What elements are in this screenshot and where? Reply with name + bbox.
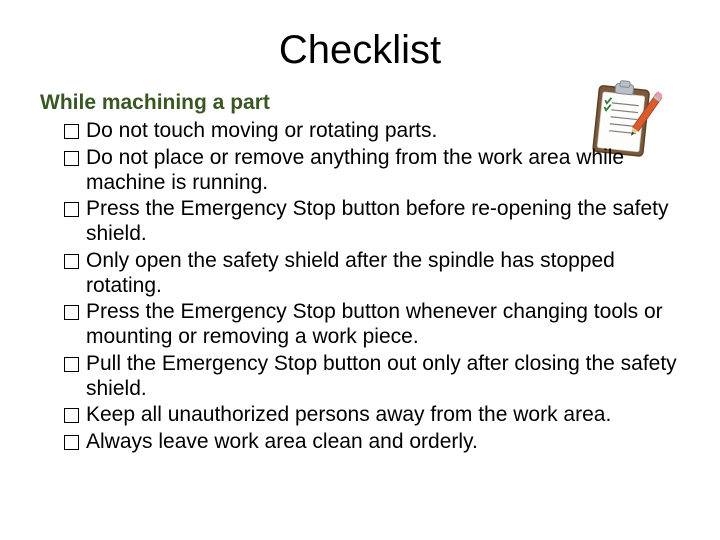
checklist-item: Keep all unauthorized persons away from … — [64, 403, 680, 428]
slide-title: Checklist — [40, 28, 680, 73]
checklist-item: Only open the safety shield after the sp… — [64, 249, 680, 299]
checklist-item: Press the Emergency Stop button whenever… — [64, 300, 680, 350]
slide-container: Checklist — [0, 0, 720, 540]
checklist: Do not touch moving or rotating parts. D… — [40, 119, 680, 455]
checklist-item: Do not place or remove anything from the… — [64, 146, 680, 196]
checklist-item: Do not touch moving or rotating parts. — [64, 119, 680, 144]
checklist-item: Always leave work area clean and orderly… — [64, 430, 680, 455]
checklist-item: Pull the Emergency Stop button out only … — [64, 352, 680, 402]
checklist-item: Press the Emergency Stop button before r… — [64, 197, 680, 247]
